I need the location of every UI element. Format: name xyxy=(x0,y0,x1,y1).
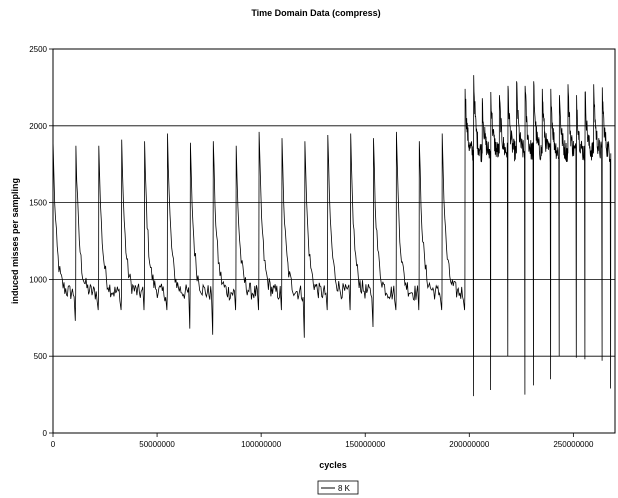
y-gridlines xyxy=(53,125,615,357)
plot-area xyxy=(52,48,616,434)
x-tick-label: 50000000 xyxy=(139,440,175,449)
y-axis-label: induced misses per sampling xyxy=(10,178,20,304)
x-axis-label: cycles xyxy=(319,460,347,470)
y-tick-label: 0 xyxy=(43,429,48,438)
x-axis-ticks: 0 50000000 100000000 150000000 200000000 2500… xyxy=(51,433,594,449)
chart-title: Time Domain Data (compress) xyxy=(251,8,380,18)
y-tick-label: 500 xyxy=(34,352,48,361)
y-tick-label: 2500 xyxy=(29,45,47,54)
x-tick-label: 100000000 xyxy=(241,440,282,449)
x-tick-label: 0 xyxy=(51,440,56,449)
x-tick-label: 150000000 xyxy=(345,440,386,449)
y-tick-label: 1500 xyxy=(29,199,47,208)
x-tick-label: 200000000 xyxy=(449,440,490,449)
legend-label: 8 K xyxy=(338,484,351,493)
series-line xyxy=(52,75,612,397)
x-tick-label: 250000000 xyxy=(553,440,594,449)
y-tick-label: 2000 xyxy=(29,122,47,131)
y-tick-label: 1000 xyxy=(29,275,47,284)
legend: 8 K xyxy=(317,480,359,495)
y-axis-ticks: 0 500 1000 1500 2000 2500 xyxy=(29,45,53,438)
legend-box xyxy=(317,480,359,495)
